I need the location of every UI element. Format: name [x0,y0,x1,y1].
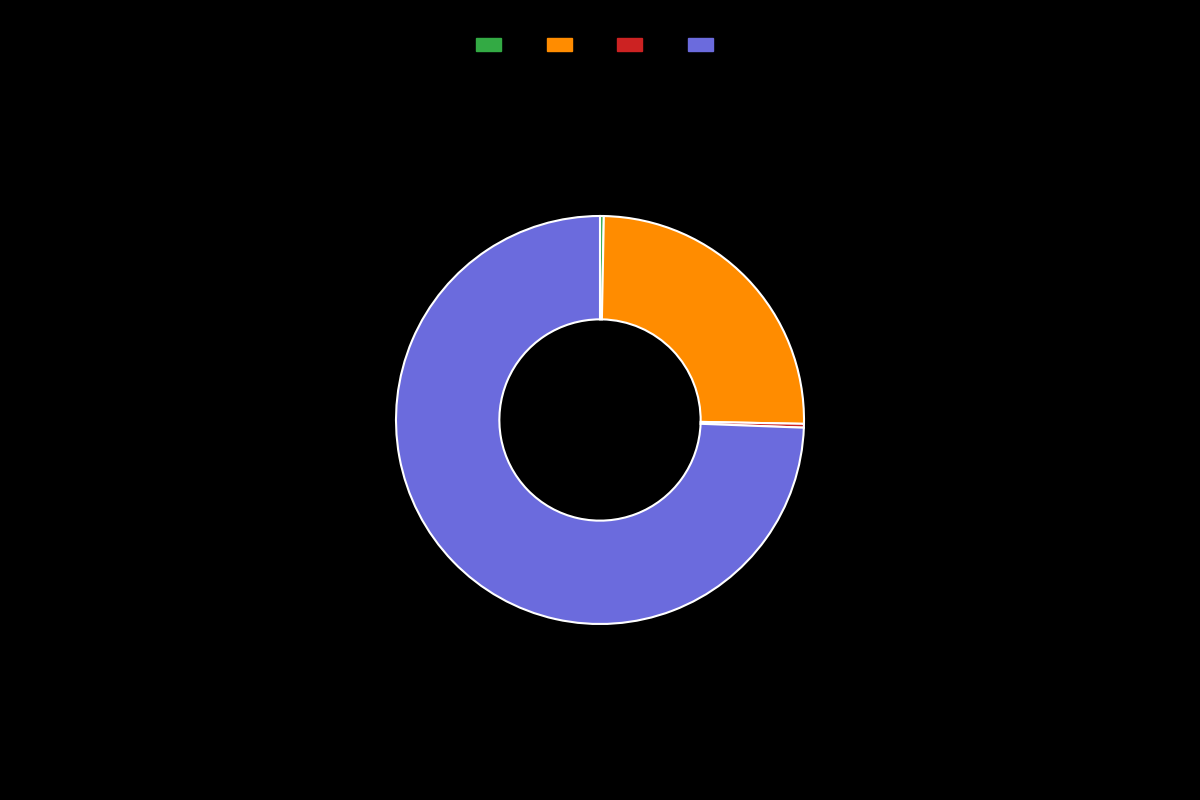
Wedge shape [396,216,804,624]
Wedge shape [602,216,804,424]
Legend: , , , : , , , [470,33,730,58]
Wedge shape [701,422,804,428]
Wedge shape [600,216,604,319]
